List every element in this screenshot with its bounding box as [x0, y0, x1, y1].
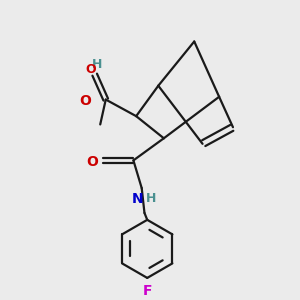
Text: H: H [146, 192, 157, 205]
Text: H: H [92, 58, 103, 70]
Text: O: O [86, 155, 98, 169]
Text: N: N [132, 192, 143, 206]
Text: O: O [85, 63, 96, 76]
Text: O: O [79, 94, 91, 108]
Text: F: F [142, 284, 152, 298]
